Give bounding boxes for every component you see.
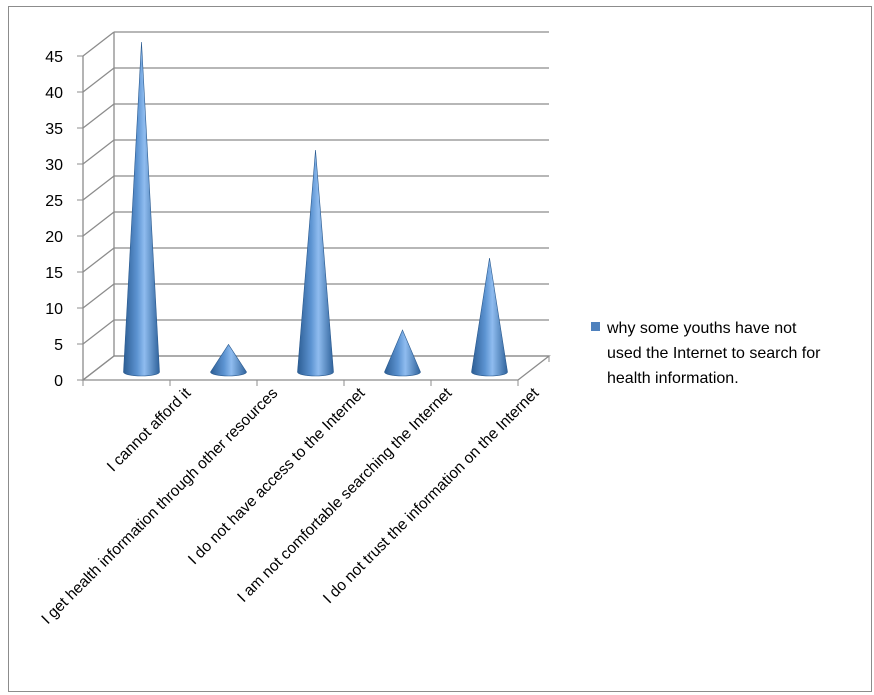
x-category-label: I cannot afford it — [104, 384, 195, 475]
y-tick-label: 35 — [45, 121, 63, 138]
x-category-label: I do not have access to the Internet — [185, 384, 369, 568]
cone-bar — [210, 343, 247, 377]
cone-body — [471, 257, 508, 377]
marks-layer — [123, 41, 508, 377]
y-tick-label: 5 — [54, 337, 63, 354]
legend-line-1: why some youths have not — [606, 320, 797, 337]
cone-bar — [297, 149, 334, 377]
cone-bar — [471, 257, 508, 377]
side-wall-line — [82, 283, 115, 309]
side-wall-line — [82, 67, 115, 93]
y-tick-label: 20 — [45, 229, 63, 246]
cone-body — [210, 343, 247, 377]
y-tick-label: 45 — [45, 49, 63, 66]
y-tick-label: 10 — [45, 301, 63, 318]
axis-layer — [77, 32, 551, 386]
y-tick-label: 40 — [45, 85, 63, 102]
side-wall-line — [82, 139, 115, 165]
side-wall-line — [82, 103, 115, 129]
legend-line-3: health information. — [607, 370, 739, 387]
side-wall-line — [82, 247, 115, 273]
legend: why some youths have not used the Intern… — [591, 320, 821, 387]
side-wall-line — [82, 175, 115, 201]
legend-line-2: used the Internet to search for — [607, 345, 821, 362]
legend-swatch — [591, 322, 600, 331]
y-tick-label: 0 — [54, 373, 63, 390]
y-tick-label: 25 — [45, 193, 63, 210]
cone-bar — [384, 329, 421, 377]
floor — [81, 355, 551, 381]
side-wall-line — [82, 31, 115, 57]
cone-bar — [123, 41, 160, 377]
cone-body — [384, 329, 421, 377]
cone-body — [297, 149, 334, 377]
side-wall-line — [82, 211, 115, 237]
y-tick-label: 15 — [45, 265, 63, 282]
side-wall-line — [82, 319, 115, 345]
cone-body — [123, 41, 160, 377]
y-tick-label: 30 — [45, 157, 63, 174]
